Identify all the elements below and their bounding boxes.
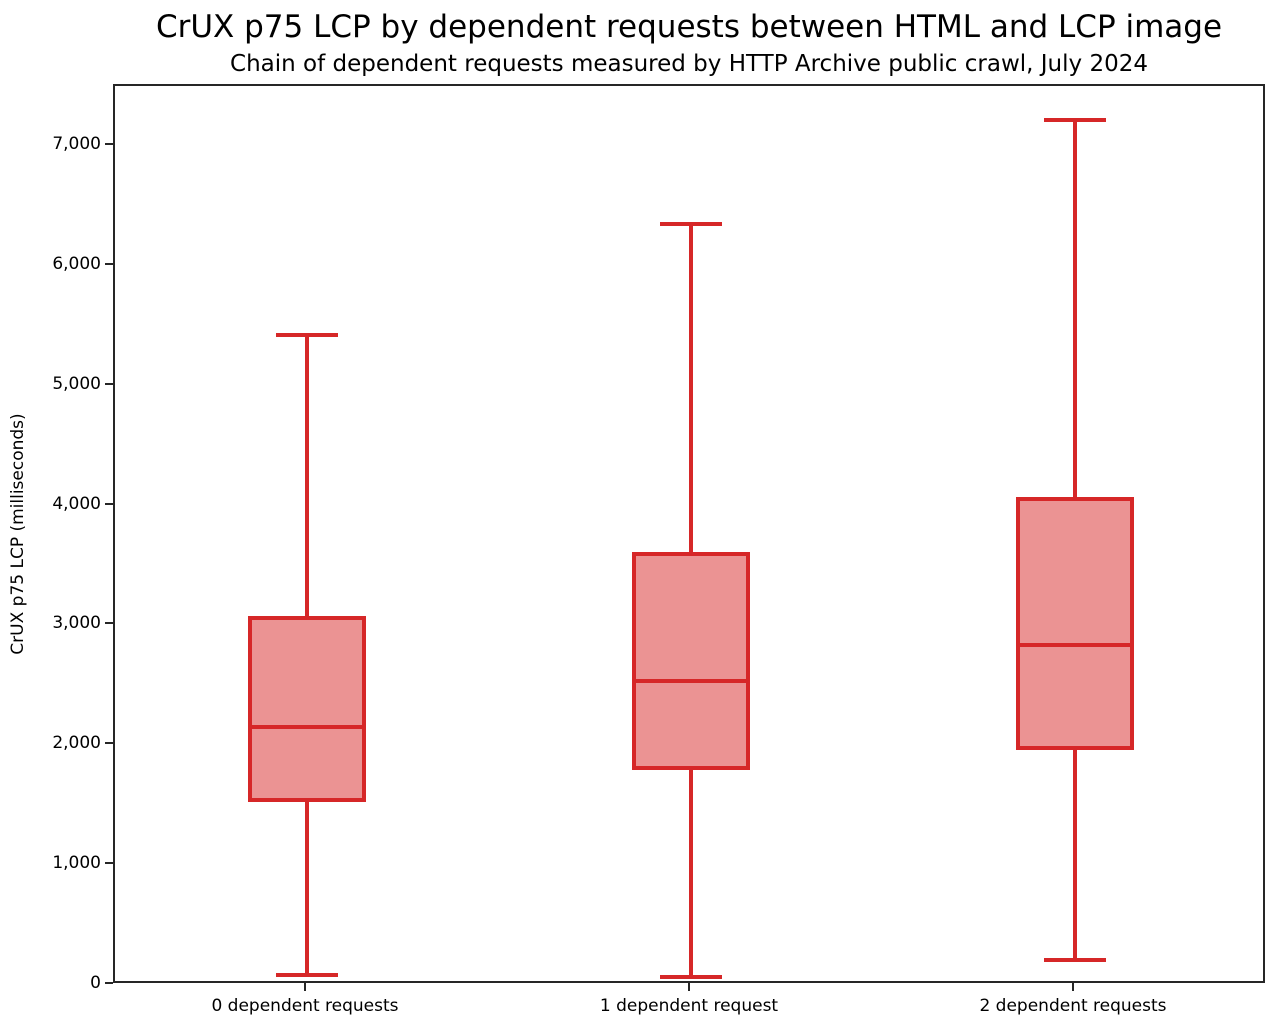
y-tick-label: 7,000 [52, 133, 101, 154]
y-tick-mark [105, 982, 113, 984]
median-line [1016, 642, 1134, 647]
whisker-upper [689, 223, 693, 553]
y-tick-label: 4,000 [52, 493, 101, 514]
cap-lower [660, 974, 722, 979]
x-tick-label: 1 dependent request [599, 996, 779, 1016]
whisker-upper [305, 335, 309, 616]
chart-subtitle: Chain of dependent requests measured by … [230, 51, 1148, 77]
x-tick-mark [304, 983, 306, 991]
whisker-lower [689, 770, 693, 977]
box-group [115, 86, 1263, 981]
y-tick-mark [105, 382, 113, 385]
cap-upper [660, 221, 722, 226]
y-tick-label: 2,000 [52, 733, 101, 754]
box [248, 615, 366, 803]
cap-lower [1044, 957, 1106, 962]
cap-lower [276, 973, 338, 978]
median-line [632, 678, 750, 683]
plot-area [113, 84, 1265, 983]
y-axis-label: CrUX p75 LCP (milliseconds) [8, 413, 28, 655]
x-tick-label: 2 dependent requests [979, 996, 1167, 1016]
whisker-lower [305, 802, 309, 976]
y-tick-mark [105, 862, 113, 865]
x-tick-label: 0 dependent requests [211, 996, 399, 1016]
box-group [115, 86, 1263, 981]
cap-upper [276, 333, 338, 338]
y-tick-mark [105, 502, 113, 505]
chart-title: CrUX p75 LCP by dependent requests betwe… [155, 9, 1223, 45]
box [1016, 497, 1134, 751]
y-tick-label: 3,000 [52, 613, 101, 634]
y-tick-label: 6,000 [52, 253, 101, 274]
x-tick-mark [1072, 983, 1074, 991]
cap-upper [1044, 117, 1106, 122]
y-tick-mark [105, 622, 113, 625]
whisker-lower [1073, 750, 1077, 960]
y-tick-mark [105, 742, 113, 745]
whisker-upper [1073, 119, 1077, 498]
y-tick-label: 1,000 [52, 853, 101, 874]
box-group [115, 86, 1263, 981]
x-tick-mark [688, 983, 690, 991]
y-tick-label: 5,000 [52, 373, 101, 394]
y-tick-mark [105, 142, 113, 145]
y-tick-mark [105, 262, 113, 265]
median-line [248, 725, 366, 730]
y-tick-label: 0 [90, 973, 101, 993]
box [632, 552, 750, 771]
